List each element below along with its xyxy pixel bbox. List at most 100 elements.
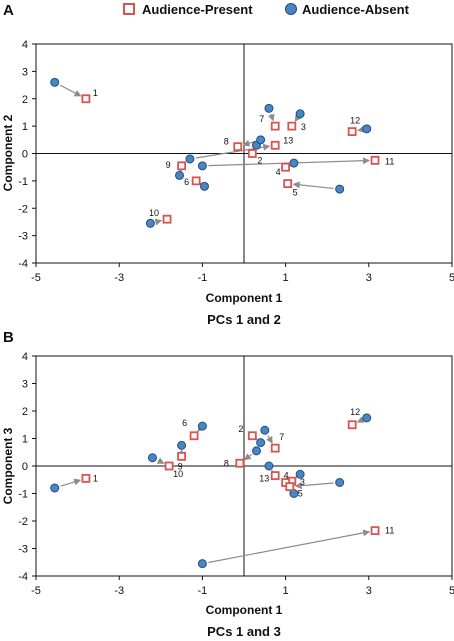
point-label: 5 [298,489,303,499]
legend-absent-marker [285,3,297,15]
point-label: 8 [224,137,229,147]
x-tick-label: 3 [366,272,372,284]
audience-absent-point [260,425,270,435]
point-label: 10 [173,469,183,479]
y-tick-label: -2 [18,516,28,528]
audience-present-point [347,420,357,430]
audience-absent-point [147,453,157,463]
change-arrow [60,478,82,487]
audience-absent-point [177,440,187,450]
audience-present-point [270,140,280,150]
change-arrow [266,435,273,444]
audience-absent-point [264,103,274,113]
audience-absent-point [362,413,372,423]
point-label: 3 [301,122,306,132]
point-label: 4 [284,471,289,481]
audience-absent-point [50,483,60,493]
audience-present-point [233,142,243,152]
y-tick-label: 0 [22,149,28,161]
legend-absent-label: Audience-Absent [302,2,410,17]
point-label: 6 [182,418,187,428]
audience-present-point [247,431,257,441]
point-label: 1 [93,88,98,98]
point-label: 13 [283,135,293,145]
panel-letter: B [3,329,14,346]
audience-present-point [270,443,280,453]
y-tick-label: -3 [18,231,28,243]
point-label: 10 [149,208,159,218]
legend: Audience-Present Audience-Absent [123,2,410,17]
audience-absent-point [256,135,266,145]
audience-absent-point [295,109,305,119]
y-tick-label: -4 [18,571,28,583]
audience-present-point [177,451,187,461]
audience-present-point [281,162,291,172]
change-arrow [356,416,365,423]
point-label: 13 [259,474,269,484]
change-arrow [243,453,253,461]
change-arrow [59,84,82,97]
audience-present-point [81,473,91,483]
audience-present-point [189,431,199,441]
audience-absent-point [264,461,274,471]
y-tick-label: 4 [22,351,28,363]
legend-present-label: Audience-Present [142,2,253,17]
point-label: 9 [178,461,183,471]
point-label: 9 [166,160,171,170]
audience-present-point [285,482,295,492]
point-label: 4 [276,167,281,177]
audience-absent-point [197,161,207,171]
x-tick-label: 1 [283,272,289,284]
point-label: 6 [184,177,189,187]
audience-absent-point [197,559,207,569]
change-arrow [294,114,302,122]
y-tick-label: -2 [18,203,28,215]
y-tick-label: -1 [18,489,28,501]
audience-present-point [162,214,172,224]
audience-absent-point [289,158,299,168]
y-tick-label: 4 [22,39,28,51]
x-axis-title: Component 1 [206,291,283,305]
audience-present-point [235,458,245,468]
point-label: 5 [293,188,298,198]
x-tick-label: 5 [449,585,454,597]
x-axis-title: Component 1 [206,603,283,617]
panel-caption: PCs 1 and 3 [207,624,281,639]
audience-absent-point [145,218,155,228]
audience-present-point [287,121,297,131]
legend-present-marker [123,3,135,15]
panel-letter: A [3,2,14,19]
change-arrow [294,482,334,490]
point-label: 11 [385,526,394,536]
panel-a: A Component 2 Component 1 PCs 1 and 2 -4… [1,2,454,327]
audience-present-point [283,179,293,189]
audience-present-point [370,526,380,536]
audience-absent-point [335,478,345,487]
point-label: 1 [93,473,98,483]
audience-absent-point [50,77,60,87]
audience-absent-point [197,421,207,431]
y-tick-label: 1 [22,121,28,133]
audience-present-point [177,161,187,171]
y-tick-label: 0 [22,461,28,473]
change-arrow [208,529,371,564]
audience-present-point [164,461,174,471]
y-tick-label: -1 [18,176,28,188]
audience-present-point [370,155,380,165]
panel-b: B Component 3 Component 1 PCs 1 and 3 -4… [1,329,454,639]
y-tick-label: -4 [18,258,28,270]
change-arrow [156,457,165,464]
audience-absent-point [256,438,266,448]
change-arrow [357,125,365,133]
audience-present-point [191,176,201,186]
point-label: 12 [350,407,360,417]
y-tick-label: 1 [22,434,28,446]
audience-absent-point [175,170,185,180]
x-tick-label: -3 [114,585,124,597]
y-axis-title: Component 2 [1,114,15,191]
change-arrow [292,181,334,190]
audience-absent-point [251,446,261,456]
point-label: 12 [350,116,360,126]
point-label: 7 [259,114,264,124]
